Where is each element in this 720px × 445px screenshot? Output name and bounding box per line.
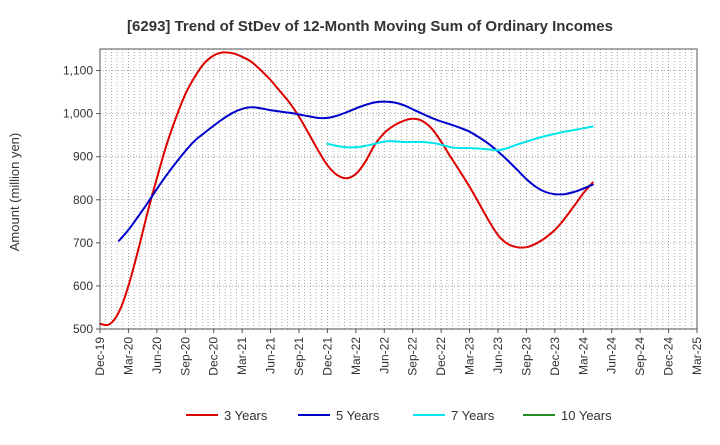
y-tick-label: 1,100 (63, 64, 93, 78)
x-tick-label: Sep-24 (633, 337, 647, 376)
legend-label: 7 Years (451, 408, 495, 423)
x-tick-label: Mar-23 (463, 337, 477, 375)
legend-label: 5 Years (336, 408, 380, 423)
x-axis-ticks: Dec-19 Mar-20 Jun-20 Sep-20 Dec-20 Mar-21 Jun-… (93, 329, 704, 376)
x-tick-label: Dec-22 (434, 337, 448, 376)
x-tick-label: Jun-21 (264, 337, 278, 374)
x-tick-label: Jun-22 (377, 337, 391, 374)
x-tick-label: Dec-19 (93, 337, 107, 376)
plot-frame (99, 48, 698, 330)
legend-label: 3 Years (224, 408, 268, 423)
series-line-7-years (326, 125, 594, 152)
chart-title: [6293] Trend of StDev of 12-Month Moving… (127, 18, 613, 35)
x-tick-label: Mar-21 (235, 337, 249, 375)
y-tick-label: 900 (73, 150, 93, 164)
legend: 3 Years 5 Years 7 Years 10 Years (186, 408, 612, 423)
x-tick-label: Mar-24 (576, 337, 590, 375)
legend-label: 10 Years (561, 408, 612, 423)
x-tick-label: Mar-22 (349, 337, 363, 375)
grid (100, 49, 698, 329)
series-line-3-years (99, 51, 594, 327)
x-tick-label: Jun-23 (491, 337, 505, 374)
y-tick-label: 800 (73, 193, 93, 207)
x-tick-label: Mar-25 (690, 337, 704, 375)
x-tick-label: Dec-20 (207, 337, 221, 376)
y-axis-ticks: 500 600 700 800 900 1,000 1,100 (63, 64, 100, 336)
x-tick-label: Dec-24 (662, 337, 676, 376)
x-tick-label: Sep-23 (519, 337, 533, 376)
y-tick-label: 600 (73, 279, 93, 293)
series-line-5-years (118, 100, 594, 242)
x-tick-label: Dec-23 (548, 337, 562, 376)
x-tick-label: Sep-20 (178, 337, 192, 376)
x-tick-label: Sep-22 (406, 337, 420, 376)
y-tick-label: 1,000 (63, 107, 93, 121)
x-tick-label: Jun-24 (605, 337, 619, 374)
y-tick-label: 500 (73, 322, 93, 336)
x-tick-label: Jun-20 (150, 337, 164, 374)
x-tick-label: Sep-21 (292, 337, 306, 376)
series-lines (99, 51, 594, 327)
x-tick-label: Mar-20 (121, 337, 135, 375)
y-axis-label: Amount (million yen) (7, 133, 22, 252)
x-tick-label: Dec-21 (320, 337, 334, 376)
y-tick-label: 700 (73, 236, 93, 250)
